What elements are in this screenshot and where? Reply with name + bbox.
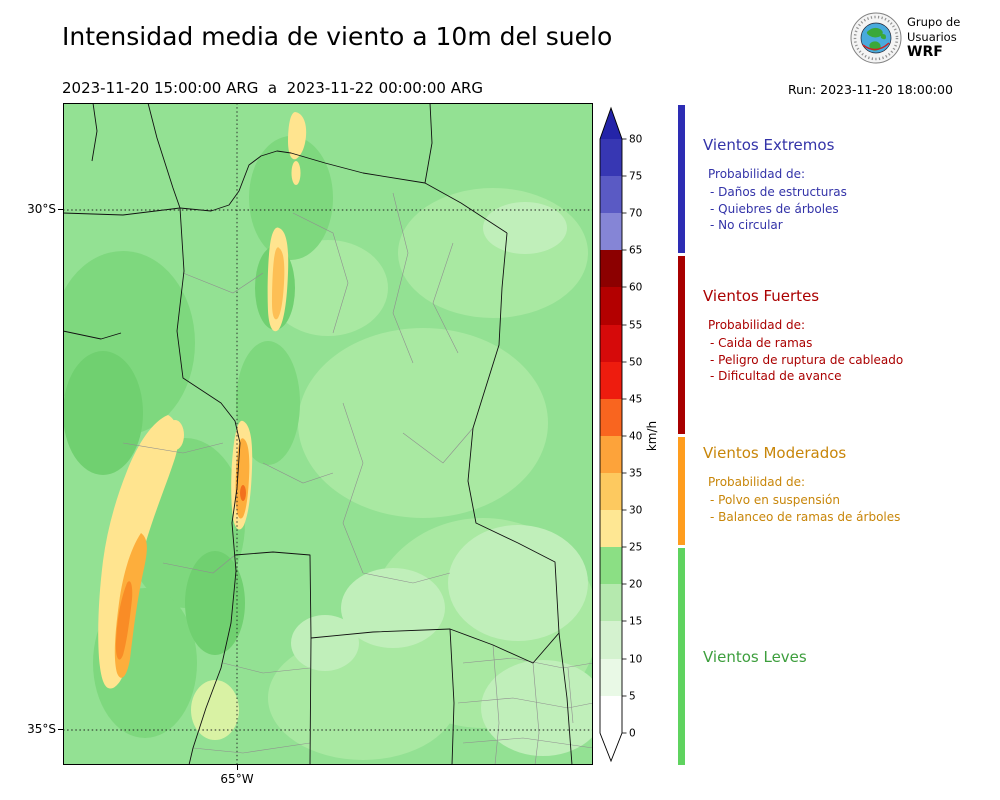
fuertes-category-bar — [678, 256, 685, 434]
legend-moderados: Vientos Moderados Probabilidad de: - Pol… — [703, 444, 978, 525]
moderados-category-bar — [678, 437, 685, 545]
svg-text:55: 55 — [629, 320, 642, 332]
svg-text:10: 10 — [629, 654, 642, 666]
lat-tick-30s — [58, 209, 63, 210]
colorbar-unit-label: km/h — [645, 421, 659, 451]
department-boundaries — [122, 192, 593, 765]
legend-fuertes-item: - Peligro de ruptura de cableado — [710, 352, 904, 367]
colorbar-tick-marks — [622, 138, 627, 734]
map-frame — [63, 103, 593, 765]
svg-text:0: 0 — [629, 728, 636, 740]
svg-text:15: 15 — [629, 616, 642, 628]
lon-tick-65w — [237, 765, 238, 770]
legend-extremos-item: - Quiebres de árboles — [710, 201, 839, 216]
logo-org-line2: Usuarios — [907, 30, 957, 44]
legend-category-bars — [678, 105, 685, 765]
legend-fuertes: Vientos Fuertes Probabilidad de: - Caida… — [703, 287, 978, 385]
legend-extremos-item: - Daños de estructuras — [710, 185, 847, 199]
logo-org-line3: WRF — [907, 44, 943, 60]
lon-label-65w: 65°W — [220, 772, 254, 786]
svg-text:80: 80 — [629, 134, 642, 146]
model-run-label: Run: 2023-11-20 18:00:00 — [788, 82, 953, 97]
logo-text: Grupo de Usuarios WRF — [907, 15, 960, 60]
svg-text:45: 45 — [629, 394, 642, 406]
svg-text:70: 70 — [629, 208, 642, 220]
legend-extremos-item: - No circular — [710, 218, 783, 232]
legend-leves: Vientos Leves — [703, 648, 978, 679]
legend-fuertes-item: - Dificultad de avance — [710, 369, 842, 383]
svg-text:5: 5 — [629, 691, 636, 703]
svg-text:30: 30 — [629, 505, 642, 517]
svg-text:40: 40 — [629, 431, 642, 443]
leves-category-bar — [678, 548, 685, 765]
logo-org-line1: Grupo de — [907, 15, 961, 29]
legend-fuertes-probability: Probabilidad de: — [708, 318, 806, 332]
colorbar-segments — [600, 108, 622, 761]
legend-moderados-item: - Polvo en suspensión — [710, 493, 840, 507]
colorbar: 80 75 70 65 60 55 50 45 40 35 30 25 20 1… — [599, 106, 659, 763]
legend-extremos-probability: Probabilidad de: — [708, 167, 806, 181]
legend-fuertes-title: Vientos Fuertes — [703, 287, 820, 305]
colorbar-tick-labels: 80 75 70 65 60 55 50 45 40 35 30 25 20 1… — [629, 134, 642, 740]
legend-fuertes-item: - Caida de ramas — [710, 336, 813, 350]
legend-extremos: Vientos Extremos Probabilidad de: - Daño… — [703, 136, 978, 234]
svg-text:75: 75 — [629, 171, 642, 183]
svg-text:35: 35 — [629, 468, 642, 480]
extremos-category-bar — [678, 105, 685, 253]
legend-extremos-title: Vientos Extremos — [703, 136, 835, 154]
wind-moderate-bands — [98, 112, 307, 689]
province-boundaries — [63, 103, 573, 765]
valid-period-label: 2023-11-20 15:00:00 ARG a 2023-11-22 00:… — [62, 79, 484, 97]
legend-moderados-item: - Balanceo de ramas de árboles — [710, 509, 901, 524]
lat-label-30s: 30°S — [27, 202, 56, 216]
lat-label-35s: 35°S — [27, 722, 56, 736]
svg-text:25: 25 — [629, 542, 642, 554]
lat-tick-35s — [58, 729, 63, 730]
svg-text:60: 60 — [629, 282, 642, 294]
wrf-group-logo-icon — [850, 12, 902, 64]
legend-moderados-title: Vientos Moderados — [703, 444, 847, 462]
wind-map — [63, 103, 593, 765]
page-title: Intensidad media de viento a 10m del sue… — [62, 22, 613, 51]
svg-text:65: 65 — [629, 245, 642, 257]
legend-leves-title: Vientos Leves — [703, 648, 807, 666]
colorbar-under-arrow — [600, 733, 622, 761]
svg-text:20: 20 — [629, 579, 642, 591]
legend-moderados-probability: Probabilidad de: — [708, 475, 806, 489]
svg-text:50: 50 — [629, 357, 642, 369]
colorbar-over-arrow — [600, 108, 622, 139]
